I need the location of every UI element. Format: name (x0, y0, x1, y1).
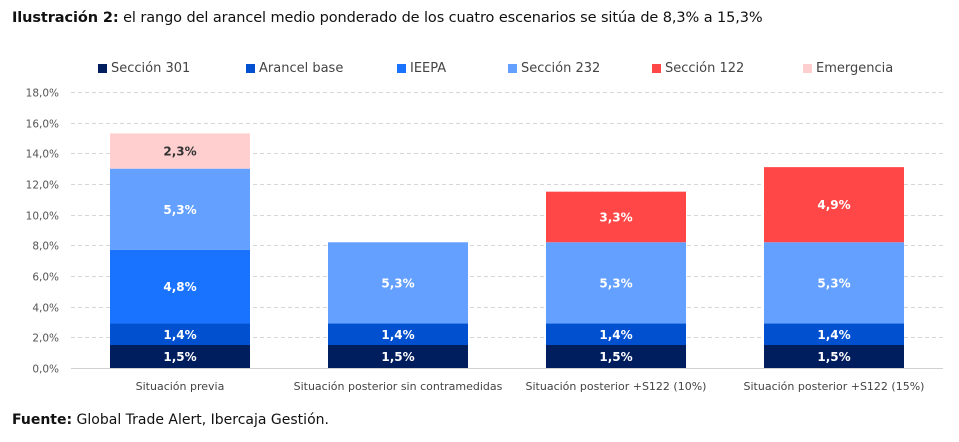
chart-title-prefix: Ilustración 2: (12, 10, 119, 26)
bar-segment (110, 323, 250, 345)
data-label: 1,4% (163, 328, 196, 342)
x-tick-label: Situación previa (136, 380, 225, 393)
y-tick-label: 18,0% (26, 88, 59, 100)
bar-segment (546, 345, 686, 368)
bar-segment (764, 323, 904, 345)
legend-swatch (508, 64, 517, 73)
data-label: 1,5% (381, 350, 414, 364)
y-tick-label: 6,0% (32, 272, 59, 284)
data-label: 1,4% (381, 328, 414, 342)
legend-item: Sección 122 (652, 61, 744, 76)
bar-segment (328, 345, 468, 368)
chart-title: Ilustración 2: el rango del arancel medi… (12, 10, 763, 26)
y-tick-label: 14,0% (26, 149, 59, 161)
legend-label: Arancel base (259, 61, 344, 76)
data-label: 1,5% (599, 350, 632, 364)
bar-segment (110, 168, 250, 250)
legend-label: Sección 301 (111, 61, 191, 76)
bar-segment (110, 345, 250, 368)
legend-swatch (803, 64, 812, 73)
source-label: Fuente: (12, 412, 73, 428)
bar-segment (328, 323, 468, 345)
data-label: 5,3% (163, 203, 196, 217)
legend-item: Arancel base (246, 61, 343, 76)
y-tick-label: 16,0% (26, 119, 59, 131)
data-label: 2,3% (163, 145, 196, 159)
y-tick-label: 10,0% (26, 211, 59, 223)
legend: Sección 301 Arancel base IEEPA Sección 232 S… (0, 61, 959, 79)
data-label: 5,3% (381, 276, 414, 290)
legend-item: IEEPA (397, 61, 446, 76)
y-tick-label: 12,0% (26, 180, 59, 192)
data-label: 1,4% (599, 328, 632, 342)
data-label: 5,3% (599, 276, 632, 290)
data-label: 3,3% (599, 210, 632, 224)
legend-item: Sección 232 (508, 61, 600, 76)
data-label: 1,5% (163, 350, 196, 364)
legend-swatch (652, 64, 661, 73)
legend-swatch (98, 64, 107, 73)
bar-segment (546, 191, 686, 243)
legend-swatch (246, 64, 255, 73)
bar-segment (110, 133, 250, 169)
legend-item: Emergencia (803, 61, 893, 76)
legend-label: IEEPA (410, 61, 447, 76)
y-tick-label: 2,0% (32, 333, 59, 345)
data-label: 5,3% (817, 276, 850, 290)
chart-title-text: el rango del arancel medio ponderado de … (118, 10, 763, 26)
bar-segment (764, 167, 904, 243)
source-text: Global Trade Alert, Ibercaja Gestión. (72, 412, 329, 428)
bar-segment (110, 249, 250, 324)
legend-item: Sección 301 (98, 61, 190, 76)
x-tick-label: Situación posterior sin contramedidas (294, 380, 503, 393)
legend-label: Sección 122 (665, 61, 745, 76)
bar-segment (546, 323, 686, 345)
data-label: 1,4% (817, 328, 850, 342)
bar-segment (764, 345, 904, 368)
bar-segment (764, 242, 904, 324)
source-note: Fuente: Global Trade Alert, Ibercaja Ges… (12, 412, 329, 428)
bar-segment (328, 242, 468, 324)
data-label: 4,9% (817, 198, 850, 212)
y-tick-label: 4,0% (32, 303, 59, 315)
data-label: 1,5% (817, 350, 850, 364)
data-label: 4,8% (163, 280, 196, 294)
y-tick-label: 8,0% (32, 241, 59, 253)
legend-label: Sección 232 (521, 61, 601, 76)
legend-swatch (397, 64, 406, 73)
bar-segment (546, 242, 686, 324)
x-tick-label: Situación posterior +S122 (15%) (744, 380, 925, 393)
y-tick-label: 0,0% (32, 364, 59, 376)
legend-label: Emergencia (816, 61, 894, 76)
x-tick-label: Situación posterior +S122 (10%) (526, 380, 707, 393)
